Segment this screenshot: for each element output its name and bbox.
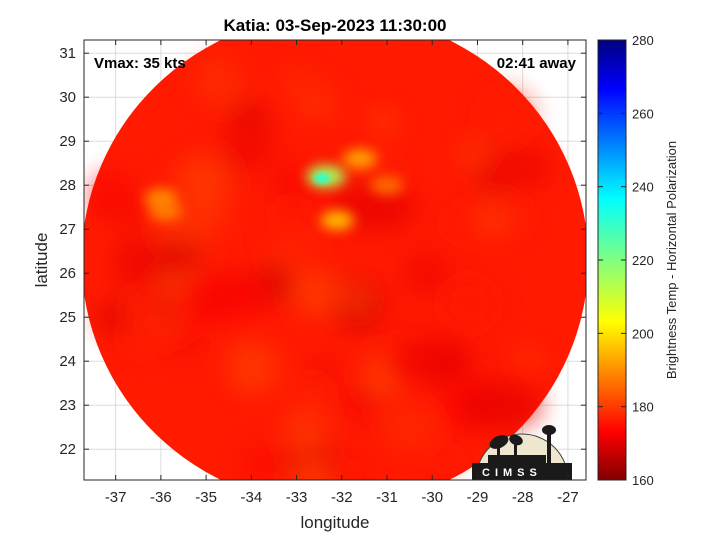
texture-blob bbox=[174, 154, 231, 211]
x-tick-label: -27 bbox=[557, 489, 579, 506]
texture-blob bbox=[292, 269, 340, 317]
texture-blob bbox=[443, 205, 482, 244]
colorbar-tick-label: 240 bbox=[632, 180, 654, 195]
texture-blob bbox=[87, 172, 138, 222]
x-tick-label: -37 bbox=[105, 489, 127, 506]
colorbar-tick-label: 200 bbox=[632, 326, 654, 341]
texture-blob bbox=[113, 236, 167, 290]
y-tick-label: 28 bbox=[59, 177, 76, 194]
colorbar-label: Brightness Temp - Horizontal Polarizatio… bbox=[664, 141, 679, 379]
feature-cell bbox=[343, 149, 377, 169]
x-tick-label: -34 bbox=[240, 489, 262, 506]
colorbar-ticks: 160 180 200 220 240 260 280 bbox=[598, 33, 654, 488]
texture-blob bbox=[226, 340, 280, 395]
y-tick-label: 27 bbox=[59, 221, 76, 238]
texture-blob bbox=[295, 80, 339, 124]
feature-core bbox=[313, 173, 330, 184]
x-tick-label: -36 bbox=[150, 489, 172, 506]
colorbar-tick-label: 220 bbox=[632, 253, 654, 268]
y-tick-label: 30 bbox=[59, 89, 76, 106]
feature-cell bbox=[186, 271, 271, 320]
texture-blob bbox=[346, 287, 368, 309]
texture-blob bbox=[473, 151, 519, 198]
y-tick-label: 31 bbox=[59, 45, 76, 62]
y-tick-label: 26 bbox=[59, 265, 76, 282]
y-tick-label: 25 bbox=[59, 309, 76, 326]
texture-blob bbox=[156, 293, 181, 318]
x-tick-label: -28 bbox=[512, 489, 534, 506]
y-axis-label: latitude bbox=[32, 233, 51, 288]
x-tick-label: -29 bbox=[467, 489, 489, 506]
swath-texture bbox=[87, 56, 551, 480]
x-axis-label: longitude bbox=[300, 513, 369, 532]
texture-blob bbox=[402, 251, 449, 297]
feature-cell bbox=[144, 188, 178, 208]
logo-silhouette bbox=[488, 425, 556, 463]
texture-blob bbox=[346, 168, 367, 189]
texture-blob bbox=[96, 300, 132, 336]
feature-cell bbox=[370, 175, 404, 195]
y-tick-label: 29 bbox=[59, 133, 76, 150]
y-tick-label: 23 bbox=[59, 397, 76, 414]
texture-blob bbox=[272, 172, 299, 199]
texture-blob bbox=[274, 201, 299, 226]
colorbar-tick-label: 280 bbox=[632, 33, 654, 48]
vmax-annotation: Vmax: 35 kts bbox=[94, 55, 186, 72]
texture-blob bbox=[387, 404, 435, 452]
chart-title: Katia: 03-Sep-2023 11:30:00 bbox=[223, 16, 446, 35]
texture-blob bbox=[479, 88, 534, 144]
texture-blob bbox=[242, 445, 277, 480]
x-tick-label: -35 bbox=[195, 489, 217, 506]
texture-blob bbox=[226, 119, 276, 169]
feature-cell bbox=[320, 210, 355, 230]
texture-blob bbox=[312, 357, 338, 383]
feature-cell bbox=[458, 381, 543, 430]
texture-blob bbox=[294, 464, 328, 480]
texture-blob bbox=[299, 379, 326, 406]
axes-frame bbox=[83, 39, 587, 481]
colorbar: 160 180 200 220 240 260 280 Brightness Temp - … bbox=[597, 33, 679, 488]
logo-banner bbox=[472, 463, 572, 480]
y-axis-ticks: 22 23 24 25 26 27 28 29 30 31 bbox=[59, 45, 586, 458]
texture-blob bbox=[282, 408, 329, 454]
texture-blob bbox=[441, 276, 497, 332]
feature-cell bbox=[390, 337, 475, 386]
x-axis-ticks: -37 -36 -35 -34 -33 -32 -31 -30 -29 -28 -27 bbox=[105, 40, 579, 506]
texture-blob bbox=[495, 201, 528, 234]
logo-text: CIMSS bbox=[482, 467, 542, 479]
colorbar-tick-label: 260 bbox=[632, 106, 654, 121]
time-offset-annotation: 02:41 away bbox=[497, 55, 577, 72]
texture-blob bbox=[369, 108, 398, 137]
texture-blob bbox=[193, 56, 244, 107]
x-tick-label: -31 bbox=[376, 489, 398, 506]
texture-blob bbox=[156, 234, 203, 281]
y-tick-label: 24 bbox=[59, 353, 76, 370]
texture-blob bbox=[201, 218, 230, 247]
colorbar-tick-label: 160 bbox=[632, 473, 654, 488]
colorbar-tick-label: 180 bbox=[632, 400, 654, 415]
x-tick-label: -32 bbox=[331, 489, 353, 506]
convection-features bbox=[144, 149, 543, 430]
x-tick-label: -30 bbox=[421, 489, 443, 506]
brightness-temp-swath bbox=[84, 40, 586, 480]
x-tick-label: -33 bbox=[286, 489, 308, 506]
y-tick-label: 22 bbox=[59, 441, 76, 458]
texture-blob bbox=[431, 443, 461, 472]
texture-blob bbox=[517, 347, 540, 371]
texture-blob bbox=[336, 458, 365, 480]
